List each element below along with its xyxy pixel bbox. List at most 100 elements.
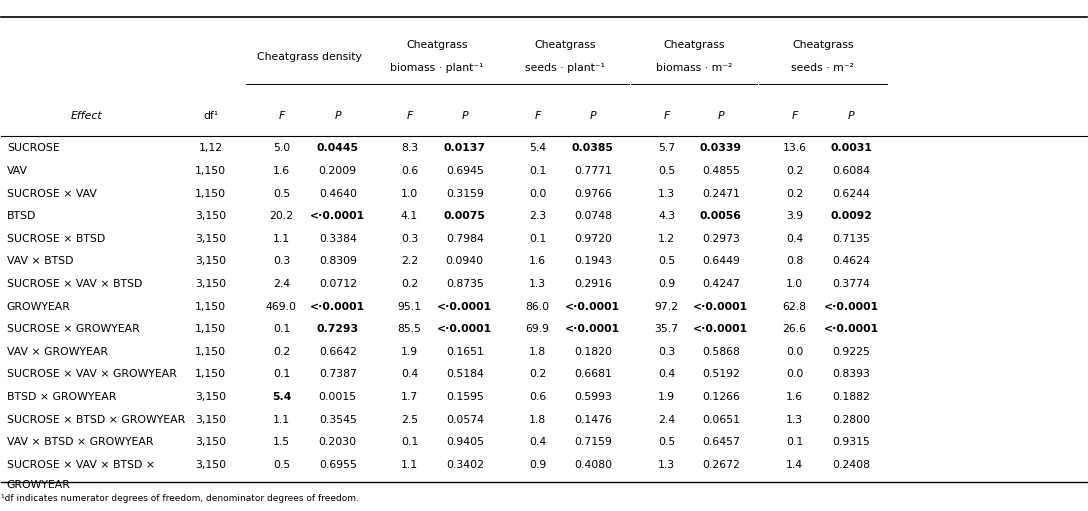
Text: <·0.0001: <·0.0001 [824, 324, 879, 334]
Text: 0.5192: 0.5192 [702, 369, 740, 379]
Text: 0.4: 0.4 [786, 234, 803, 244]
Text: <·0.0001: <·0.0001 [437, 301, 493, 312]
Text: 1.4: 1.4 [787, 460, 803, 470]
Text: 0.0385: 0.0385 [572, 144, 614, 153]
Text: Cheatgrass: Cheatgrass [663, 39, 725, 50]
Text: 1.3: 1.3 [529, 279, 546, 289]
Text: 0.5993: 0.5993 [573, 392, 611, 402]
Text: 1.3: 1.3 [658, 460, 676, 470]
Text: 0.7135: 0.7135 [832, 234, 870, 244]
Text: 1,150: 1,150 [195, 301, 226, 312]
Text: SUCROSE: SUCROSE [7, 144, 60, 153]
Text: 0.6955: 0.6955 [319, 460, 357, 470]
Text: 0.6244: 0.6244 [832, 189, 870, 199]
Text: 0.1882: 0.1882 [832, 392, 870, 402]
Text: 0.6: 0.6 [529, 392, 546, 402]
Text: 0.2800: 0.2800 [832, 414, 870, 425]
Text: 0.3159: 0.3159 [446, 189, 484, 199]
Text: Cheatgrass: Cheatgrass [792, 39, 854, 50]
Text: 0.6084: 0.6084 [832, 166, 870, 176]
Text: 0.4: 0.4 [529, 437, 546, 447]
Text: 0.0092: 0.0092 [830, 211, 873, 221]
Text: 0.8: 0.8 [786, 257, 803, 266]
Text: 1.1: 1.1 [273, 414, 289, 425]
Text: 0.5184: 0.5184 [446, 369, 484, 379]
Text: Cheatgrass: Cheatgrass [406, 39, 468, 50]
Text: 0.0651: 0.0651 [702, 414, 740, 425]
Text: SUCROSE × VAV × GROWYEAR: SUCROSE × VAV × GROWYEAR [7, 369, 176, 379]
Text: 0.9225: 0.9225 [832, 347, 870, 357]
Text: P: P [848, 111, 854, 121]
Text: 0.0: 0.0 [529, 189, 546, 199]
Text: 85.5: 85.5 [397, 324, 421, 334]
Text: 0.5: 0.5 [658, 166, 676, 176]
Text: 0.4624: 0.4624 [832, 257, 870, 266]
Text: 0.0940: 0.0940 [446, 257, 484, 266]
Text: 3,150: 3,150 [195, 414, 226, 425]
Text: 2.5: 2.5 [400, 414, 418, 425]
Text: F: F [406, 111, 412, 121]
Text: 97.2: 97.2 [655, 301, 679, 312]
Text: 0.3774: 0.3774 [832, 279, 870, 289]
Text: Cheatgrass: Cheatgrass [534, 39, 596, 50]
Text: 0.0: 0.0 [786, 369, 803, 379]
Text: 1.0: 1.0 [786, 279, 803, 289]
Text: 0.2973: 0.2973 [702, 234, 740, 244]
Text: 0.9405: 0.9405 [446, 437, 484, 447]
Text: GROWYEAR: GROWYEAR [7, 301, 71, 312]
Text: 0.2009: 0.2009 [319, 166, 357, 176]
Text: 2.4: 2.4 [273, 279, 289, 289]
Text: 0.2: 0.2 [529, 369, 546, 379]
Text: 3,150: 3,150 [195, 460, 226, 470]
Text: 2.2: 2.2 [400, 257, 418, 266]
Text: 0.8735: 0.8735 [446, 279, 484, 289]
Text: <·0.0001: <·0.0001 [566, 324, 620, 334]
Text: 1.1: 1.1 [273, 234, 289, 244]
Text: <·0.0001: <·0.0001 [566, 301, 620, 312]
Text: 0.0137: 0.0137 [444, 144, 485, 153]
Text: 1.5: 1.5 [273, 437, 289, 447]
Text: 0.3: 0.3 [658, 347, 676, 357]
Text: 0.0015: 0.0015 [319, 392, 357, 402]
Text: 0.3: 0.3 [273, 257, 290, 266]
Text: 1.8: 1.8 [529, 347, 546, 357]
Text: 0.9720: 0.9720 [573, 234, 611, 244]
Text: 1,150: 1,150 [195, 324, 226, 334]
Text: <·0.0001: <·0.0001 [693, 324, 749, 334]
Text: 1.3: 1.3 [787, 414, 803, 425]
Text: seeds · m⁻²: seeds · m⁻² [791, 63, 854, 74]
Text: 1.2: 1.2 [658, 234, 676, 244]
Text: 0.0: 0.0 [786, 347, 803, 357]
Text: SUCROSE × GROWYEAR: SUCROSE × GROWYEAR [7, 324, 139, 334]
Text: 0.4080: 0.4080 [573, 460, 611, 470]
Text: 0.8309: 0.8309 [319, 257, 357, 266]
Text: 1.6: 1.6 [273, 166, 289, 176]
Text: F: F [279, 111, 284, 121]
Text: 1.1: 1.1 [400, 460, 418, 470]
Text: 0.0056: 0.0056 [700, 211, 742, 221]
Text: 1,12: 1,12 [199, 144, 223, 153]
Text: 1,150: 1,150 [195, 369, 226, 379]
Text: 62.8: 62.8 [782, 301, 806, 312]
Text: <·0.0001: <·0.0001 [310, 211, 366, 221]
Text: SUCROSE × BTSD: SUCROSE × BTSD [7, 234, 106, 244]
Text: 0.4247: 0.4247 [702, 279, 740, 289]
Text: 0.5: 0.5 [273, 460, 290, 470]
Text: 5.4: 5.4 [529, 144, 546, 153]
Text: 0.1: 0.1 [273, 324, 290, 334]
Text: F: F [664, 111, 670, 121]
Text: Cheatgrass density: Cheatgrass density [257, 52, 362, 61]
Text: 0.7293: 0.7293 [317, 324, 359, 334]
Text: 0.6945: 0.6945 [446, 166, 484, 176]
Text: SUCROSE × VAV: SUCROSE × VAV [7, 189, 97, 199]
Text: 1,150: 1,150 [195, 166, 226, 176]
Text: 1.9: 1.9 [400, 347, 418, 357]
Text: GROWYEAR: GROWYEAR [7, 480, 71, 490]
Text: 0.5: 0.5 [658, 437, 676, 447]
Text: 4.1: 4.1 [400, 211, 418, 221]
Text: 3,150: 3,150 [195, 279, 226, 289]
Text: 0.2: 0.2 [400, 279, 418, 289]
Text: 3.9: 3.9 [787, 211, 803, 221]
Text: 2.4: 2.4 [658, 414, 676, 425]
Text: 1.7: 1.7 [400, 392, 418, 402]
